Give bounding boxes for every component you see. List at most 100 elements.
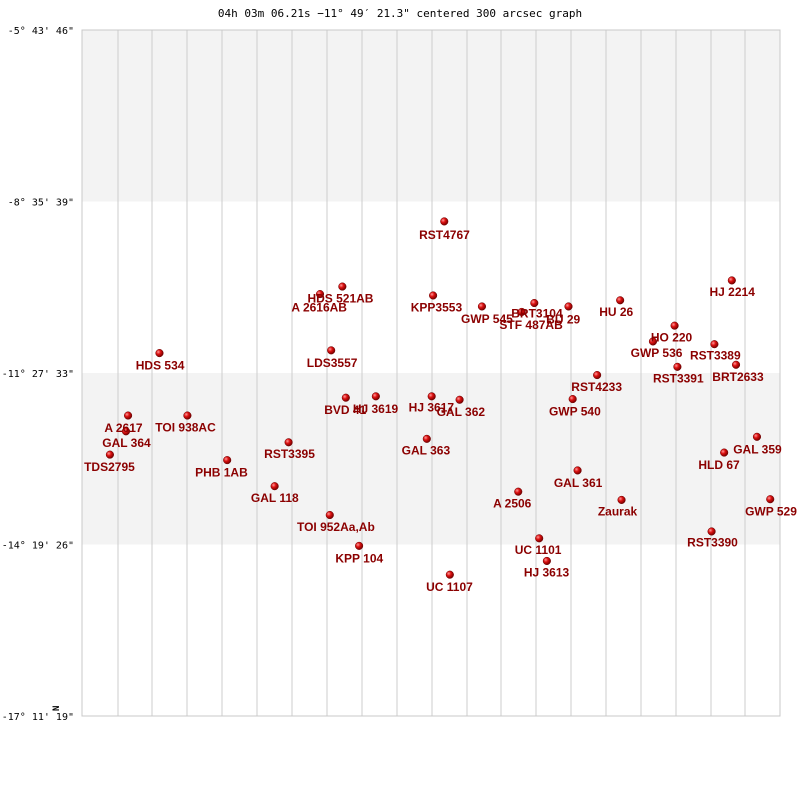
star-point (731, 360, 741, 369)
star-label: HJ 2214 (710, 285, 756, 299)
star-marker[interactable] (341, 393, 350, 402)
star-point (327, 346, 336, 355)
star-marker[interactable] (673, 362, 682, 371)
star-label: RST4767 (419, 228, 470, 242)
star-marker[interactable] (429, 291, 438, 300)
star-point (284, 438, 293, 447)
star-marker[interactable] (568, 395, 577, 404)
plot-bands (82, 30, 780, 716)
star-point (445, 570, 454, 579)
star-marker[interactable] (731, 360, 741, 369)
star-label: HJ 3613 (524, 566, 570, 580)
star-label: A 2506 (493, 496, 532, 510)
star-label: TOI 938AC (155, 420, 216, 434)
star-label: GWP 540 (549, 405, 601, 419)
star-point (673, 362, 682, 371)
star-label: HU 26 (599, 305, 633, 319)
star-point (315, 290, 325, 299)
star-marker[interactable] (440, 217, 449, 226)
star-point (593, 371, 602, 380)
star-marker[interactable] (315, 290, 325, 299)
star-label: PHB 1AB (195, 466, 248, 480)
star-marker[interactable] (720, 448, 729, 457)
y-tick-label: -8° 35' 39" (8, 198, 74, 209)
stars-layer (105, 217, 775, 579)
star-marker[interactable] (223, 456, 232, 465)
star-marker[interactable] (535, 534, 544, 543)
star-marker[interactable] (648, 337, 658, 346)
star-marker[interactable] (616, 296, 625, 305)
star-label: TDS2795 (84, 460, 135, 474)
star-marker[interactable] (284, 438, 293, 447)
star-point (573, 466, 582, 475)
star-point (355, 541, 364, 550)
star-point (325, 510, 334, 520)
star-marker[interactable] (325, 510, 334, 520)
star-marker[interactable] (155, 349, 164, 358)
star-point (514, 487, 523, 496)
star-marker[interactable] (573, 466, 582, 475)
star-marker[interactable] (355, 541, 364, 550)
star-marker[interactable] (617, 495, 626, 504)
star-point (124, 411, 133, 420)
star-label: STF 487AB (499, 318, 563, 332)
star-label: RST4233 (571, 380, 622, 394)
star-marker[interactable] (455, 395, 464, 404)
star-marker[interactable] (371, 392, 380, 401)
star-marker[interactable] (445, 570, 454, 579)
star-marker[interactable] (124, 411, 133, 420)
star-marker[interactable] (121, 427, 131, 436)
star-marker[interactable] (427, 392, 436, 401)
star-marker[interactable] (338, 282, 347, 291)
vertical-grid (117, 30, 746, 716)
star-point (710, 340, 719, 349)
star-marker[interactable] (593, 371, 602, 380)
star-label: A 2617 (104, 421, 143, 435)
star-label: UC 1101 (515, 543, 562, 557)
star-label: HO 220 (651, 330, 693, 344)
star-marker[interactable] (517, 307, 526, 316)
star-label: GWP 529 (745, 505, 797, 519)
star-label: RST3395 (264, 447, 315, 461)
y-tick-label: -14° 19' 26" (2, 541, 74, 552)
star-point (535, 534, 544, 543)
star-point (455, 395, 464, 404)
star-point (427, 392, 436, 401)
star-label: HJ 3617 (409, 400, 455, 414)
star-point (564, 302, 573, 311)
star-marker[interactable] (710, 340, 719, 349)
star-label: GAL 362 (437, 405, 486, 419)
star-marker[interactable] (564, 302, 573, 311)
star-marker[interactable] (514, 487, 523, 496)
star-label: A 2616AB (291, 300, 347, 314)
star-label: GAL 363 (402, 444, 451, 458)
star-point (670, 321, 679, 330)
star-point (530, 298, 539, 308)
band-3 (82, 544, 780, 716)
star-label: LDS3557 (307, 356, 358, 370)
star-marker[interactable] (727, 276, 736, 285)
star-point (727, 276, 736, 285)
star-point (617, 495, 626, 504)
star-marker[interactable] (477, 302, 487, 311)
star-marker[interactable] (752, 432, 762, 441)
star-point (121, 427, 131, 436)
star-point (371, 392, 380, 401)
star-marker[interactable] (530, 298, 539, 308)
star-marker[interactable] (270, 482, 279, 491)
star-marker[interactable] (183, 411, 192, 420)
star-marker[interactable] (670, 321, 679, 330)
star-marker[interactable] (422, 434, 431, 443)
star-label: RST3391 (653, 372, 704, 386)
star-marker[interactable] (707, 527, 716, 536)
star-marker[interactable] (327, 346, 336, 355)
star-label: HLD 67 (698, 458, 740, 472)
star-point (422, 434, 431, 443)
star-point (440, 217, 449, 226)
star-point (752, 432, 762, 441)
star-label: RST3390 (687, 536, 738, 550)
star-marker[interactable] (766, 495, 775, 504)
star-marker[interactable] (105, 450, 114, 459)
star-marker[interactable] (542, 556, 551, 566)
